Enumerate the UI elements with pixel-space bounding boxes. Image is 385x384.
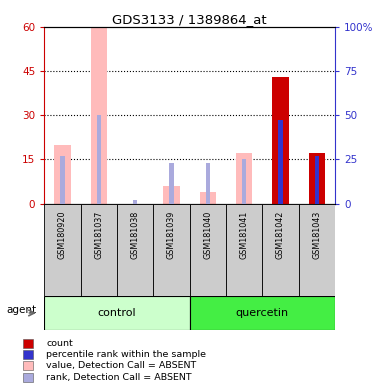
- Bar: [199, 192, 216, 204]
- Bar: [163, 186, 180, 204]
- Bar: [23, 349, 33, 359]
- Bar: [190, 204, 226, 296]
- Bar: [23, 361, 33, 369]
- Text: quercetin: quercetin: [236, 308, 289, 318]
- Text: GSM181042: GSM181042: [276, 211, 285, 259]
- Text: GSM181038: GSM181038: [131, 211, 140, 259]
- Bar: [117, 204, 153, 296]
- Text: GSM181039: GSM181039: [167, 211, 176, 259]
- Text: GSM181041: GSM181041: [239, 211, 249, 259]
- Bar: [190, 296, 335, 330]
- Bar: [44, 296, 190, 330]
- Bar: [97, 115, 101, 204]
- Text: GSM180920: GSM180920: [58, 211, 67, 260]
- Bar: [206, 163, 210, 204]
- Bar: [262, 204, 299, 296]
- Text: GSM181037: GSM181037: [94, 211, 103, 259]
- Bar: [226, 204, 262, 296]
- Bar: [242, 159, 246, 204]
- Bar: [44, 204, 80, 296]
- Text: control: control: [98, 308, 136, 318]
- Bar: [169, 163, 174, 204]
- Bar: [315, 156, 319, 204]
- Bar: [23, 339, 33, 348]
- Text: GSM181043: GSM181043: [312, 211, 321, 259]
- Bar: [60, 156, 65, 204]
- Text: GSM181040: GSM181040: [203, 211, 212, 259]
- Bar: [80, 204, 117, 296]
- Bar: [54, 145, 70, 204]
- Bar: [278, 121, 283, 204]
- Text: value, Detection Call = ABSENT: value, Detection Call = ABSENT: [46, 361, 196, 369]
- Bar: [23, 373, 33, 382]
- Bar: [90, 27, 107, 204]
- Bar: [299, 204, 335, 296]
- Text: percentile rank within the sample: percentile rank within the sample: [46, 349, 206, 359]
- Text: count: count: [46, 339, 73, 348]
- Bar: [153, 204, 189, 296]
- Bar: [309, 154, 325, 204]
- Bar: [236, 154, 252, 204]
- Text: rank, Detection Call = ABSENT: rank, Detection Call = ABSENT: [46, 373, 192, 382]
- Bar: [133, 200, 137, 204]
- Title: GDS3133 / 1389864_at: GDS3133 / 1389864_at: [112, 13, 267, 26]
- Bar: [272, 77, 289, 204]
- Text: agent: agent: [7, 305, 37, 315]
